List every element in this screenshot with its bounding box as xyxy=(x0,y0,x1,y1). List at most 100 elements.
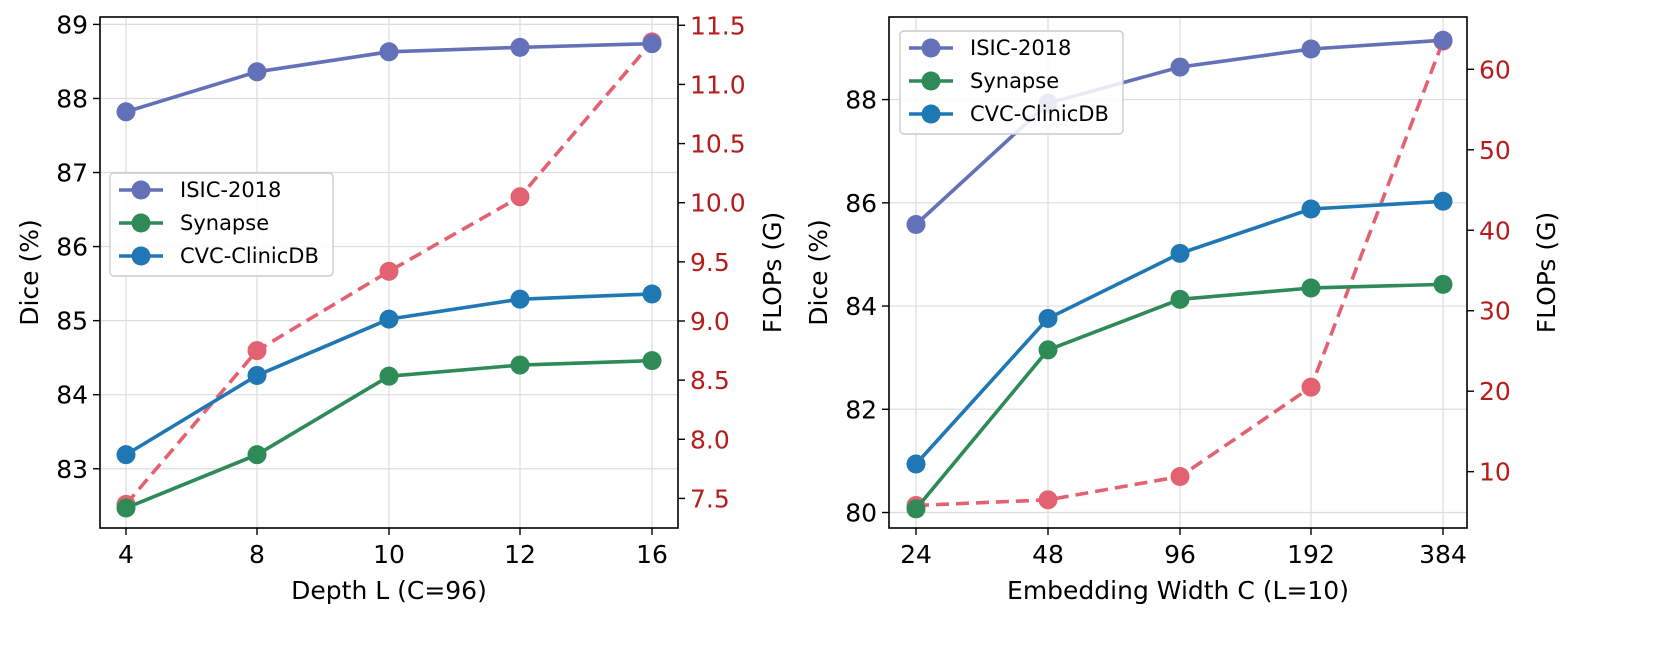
y2-axis-label: FLOPs (G) xyxy=(1532,212,1561,334)
y2-tick-label: 20 xyxy=(1479,377,1511,406)
legend-swatch-marker xyxy=(921,71,941,91)
y2-tick-label: 40 xyxy=(1479,216,1511,245)
y-tick-label: 80 xyxy=(845,499,877,528)
y-tick-label: 87 xyxy=(56,159,88,188)
legend-entry: ISIC-2018 xyxy=(909,36,1071,60)
y2-tick-label: 50 xyxy=(1479,136,1511,165)
legend-swatch-marker xyxy=(131,246,151,266)
y2-tick-label: 10 xyxy=(1479,458,1511,487)
data-point xyxy=(510,289,530,309)
data-point xyxy=(1038,308,1058,328)
y-tick-label: 84 xyxy=(56,381,88,410)
y-tick-label: 86 xyxy=(56,233,88,262)
legend-entry: Synapse xyxy=(119,211,269,235)
y2-tick-label: 11.0 xyxy=(690,70,746,99)
y2-tick-label: 8.5 xyxy=(690,366,730,395)
legend-box xyxy=(899,30,1124,135)
data-point xyxy=(510,355,530,375)
data-point xyxy=(1433,274,1453,294)
legend-box xyxy=(109,172,334,277)
x-axis-label: Depth L (C=96) xyxy=(291,576,487,605)
series-isic-2018 xyxy=(906,30,1453,234)
data-point xyxy=(116,498,136,518)
x-tick-label: 384 xyxy=(1419,540,1467,569)
legend-label: ISIC-2018 xyxy=(970,36,1071,60)
y2-tick-label: 11.5 xyxy=(690,11,746,40)
y2-tick-label: 9.0 xyxy=(690,307,730,336)
y-tick-label: 85 xyxy=(56,307,88,336)
data-point xyxy=(510,37,530,57)
y-axis-label: Dice (%) xyxy=(15,219,44,326)
y-tick-label: 83 xyxy=(56,455,88,484)
data-point xyxy=(1170,289,1190,309)
data-point xyxy=(116,445,136,465)
data-point xyxy=(1433,30,1453,50)
legend-swatch-marker xyxy=(921,38,941,58)
data-point xyxy=(510,187,530,207)
data-point xyxy=(906,214,926,234)
y-tick-label: 86 xyxy=(845,189,877,218)
data-point xyxy=(247,341,267,361)
data-point xyxy=(1301,39,1321,59)
y-tick-label: 88 xyxy=(845,86,877,115)
data-point xyxy=(1170,466,1190,486)
legend-entry: CVC-ClinicDB xyxy=(119,244,319,268)
legend-swatch-marker xyxy=(131,213,151,233)
chart-panel-2: 24 48 96 192 384 80 82 84 86 88 10 20 30 40 50 60 Embedd… xyxy=(804,16,1561,605)
legend-label: Synapse xyxy=(970,69,1059,93)
legend-label: CVC-ClinicDB xyxy=(180,244,319,268)
y2-tick-label: 8.0 xyxy=(690,425,730,454)
y2-tick-label: 60 xyxy=(1479,55,1511,84)
y-tick-label: 88 xyxy=(56,84,88,113)
data-point xyxy=(379,366,399,386)
data-point xyxy=(379,42,399,62)
x-tick-label: 48 xyxy=(1032,540,1064,569)
legend: ISIC-2018 Synapse CVC-ClinicDB xyxy=(899,30,1124,135)
legend-entry: ISIC-2018 xyxy=(119,178,281,202)
data-point xyxy=(906,454,926,474)
y-axis-label: Dice (%) xyxy=(804,219,833,326)
series-isic-2018 xyxy=(116,34,662,122)
legend-swatch-marker xyxy=(131,180,151,200)
x-tick-label: 4 xyxy=(118,540,134,569)
data-point xyxy=(116,102,136,122)
data-point xyxy=(247,365,267,385)
data-point xyxy=(1433,191,1453,211)
x-tick-label: 16 xyxy=(636,540,668,569)
legend-swatch-marker xyxy=(921,104,941,124)
y-tick-label: 89 xyxy=(56,10,88,39)
legend-entry: Synapse xyxy=(909,69,1059,93)
series-synapse xyxy=(906,274,1453,519)
data-point xyxy=(906,499,926,519)
series-cvc-clinicdb xyxy=(116,284,662,465)
x-tick-label: 10 xyxy=(373,540,405,569)
legend-label: CVC-ClinicDB xyxy=(970,102,1109,126)
legend-entry: CVC-ClinicDB xyxy=(909,102,1109,126)
data-point xyxy=(1170,57,1190,77)
data-point xyxy=(1038,490,1058,510)
x-tick-label: 12 xyxy=(504,540,536,569)
x-tick-label: 96 xyxy=(1164,540,1196,569)
chart-panel-1: 4 8 10 12 16 83 84 85 86 87 88 89 7.5 8.0 8.5 9.0 9.5 10.… xyxy=(15,10,787,605)
data-point xyxy=(1301,199,1321,219)
plot-frame xyxy=(888,16,1468,529)
x-tick-label: 24 xyxy=(900,540,932,569)
data-point xyxy=(1301,377,1321,397)
data-point xyxy=(379,261,399,281)
data-point xyxy=(247,62,267,82)
y2-tick-label: 10.0 xyxy=(690,189,746,218)
data-point xyxy=(642,351,662,371)
x-tick-label: 8 xyxy=(249,540,265,569)
y2-axis-label: FLOPs (G) xyxy=(758,212,787,334)
x-axis-label: Embedding Width C (L=10) xyxy=(1007,576,1349,605)
y2-tick-label: 10.5 xyxy=(690,130,746,159)
series-cvc-clinicdb xyxy=(906,191,1453,474)
y-tick-label: 82 xyxy=(845,395,877,424)
y2-tick-label: 9.5 xyxy=(690,248,730,277)
data-point xyxy=(642,34,662,54)
data-point xyxy=(1170,243,1190,263)
series-synapse xyxy=(116,351,662,518)
x-tick-label: 192 xyxy=(1287,540,1335,569)
data-point xyxy=(247,445,267,465)
